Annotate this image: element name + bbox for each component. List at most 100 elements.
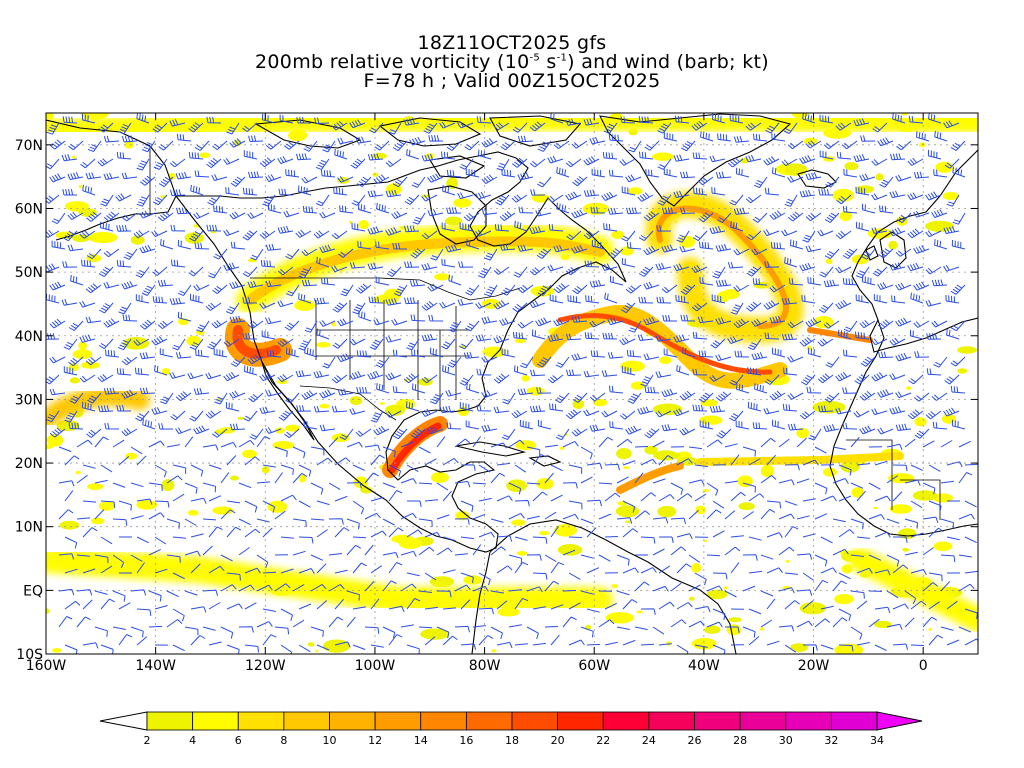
wind-barb	[463, 351, 480, 359]
wind-barb	[478, 497, 492, 502]
wind-barb	[250, 248, 264, 261]
wind-barb	[100, 464, 113, 473]
wind-barb	[493, 373, 510, 384]
wind-barb	[220, 472, 230, 484]
lat-label: 10S	[16, 647, 43, 663]
wind-barb	[67, 172, 84, 180]
wind-barb	[316, 563, 327, 574]
wind-barb	[46, 229, 60, 239]
wind-barb	[442, 569, 456, 574]
wind-barb	[753, 176, 768, 189]
lon-label: 140W	[135, 658, 176, 674]
wind-barb	[710, 338, 726, 349]
wind-barb	[82, 184, 96, 196]
wind-barb	[622, 567, 639, 574]
wind-barb	[385, 298, 402, 306]
wind-barb	[836, 194, 852, 205]
wind-barb	[352, 536, 367, 539]
wind-barb	[661, 244, 678, 253]
vorticity-speck	[753, 281, 771, 289]
wind-barb	[391, 318, 408, 326]
wind-barb	[760, 437, 776, 448]
wind-barb	[663, 168, 678, 178]
wind-barb	[421, 301, 438, 311]
wind-barb	[659, 536, 674, 543]
wind-barb	[352, 464, 366, 471]
wind-barb	[152, 266, 168, 276]
wind-barb	[640, 374, 654, 387]
wind-barb	[328, 553, 342, 556]
wind-barb	[310, 446, 325, 456]
wind-barb	[427, 208, 444, 217]
wind-barb	[169, 372, 186, 379]
wind-barb	[725, 626, 740, 633]
wind-barb	[571, 140, 588, 149]
wind-barb	[244, 456, 261, 466]
wind-barb	[913, 281, 930, 291]
wind-barb	[478, 464, 491, 473]
vorticity-speck	[275, 427, 285, 434]
wind-barb	[598, 554, 611, 562]
wind-barb	[715, 244, 732, 252]
wind-barb	[79, 374, 96, 383]
wind-barb	[602, 151, 618, 160]
wind-barb	[643, 211, 660, 222]
wind-barb	[392, 428, 408, 440]
wind-barb	[448, 274, 462, 286]
wind-barb	[640, 567, 657, 574]
wind-barb	[832, 580, 847, 592]
wind-barb	[892, 113, 906, 124]
wind-barb	[277, 225, 294, 234]
wind-barb	[682, 347, 696, 358]
wind-barb	[550, 113, 564, 124]
wind-barb	[373, 318, 390, 326]
wind-barb	[796, 478, 810, 484]
wind-barb	[529, 158, 546, 168]
wind-barb	[370, 496, 384, 502]
wind-barb	[958, 440, 971, 448]
wind-barb	[98, 405, 114, 413]
wind-barb	[814, 579, 829, 592]
colorbar-swatch	[830, 711, 878, 731]
wind-barb	[517, 135, 534, 143]
wind-barb	[493, 406, 510, 414]
wind-barb	[375, 356, 390, 368]
wind-barb	[76, 474, 88, 484]
wind-barb	[925, 410, 942, 420]
vorticity-speck	[431, 472, 449, 483]
vorticity-speck	[592, 398, 608, 407]
wind-barb	[730, 491, 746, 502]
wind-barb	[763, 229, 780, 237]
wind-barb	[79, 334, 96, 343]
vorticity-speck	[834, 594, 854, 605]
wind-barb	[766, 640, 780, 646]
map-frame	[45, 112, 979, 655]
wind-barb	[895, 423, 912, 431]
lat-label: 10N	[15, 520, 43, 536]
wind-barb	[514, 597, 529, 610]
vorticity-speck	[55, 231, 75, 239]
wind-barb	[116, 260, 132, 268]
wind-barb	[958, 472, 973, 484]
wind-barb	[136, 608, 152, 616]
wind-barb	[601, 370, 618, 377]
wind-barb	[879, 176, 894, 188]
wind-barb	[244, 365, 258, 376]
wind-barb	[698, 392, 714, 403]
wind-barb	[242, 122, 258, 132]
wind-barb	[421, 194, 438, 202]
wind-barb	[292, 446, 306, 459]
wind-barb	[421, 408, 438, 417]
wind-barb	[589, 392, 606, 402]
vorticity-speck	[531, 193, 551, 203]
wind-barb	[784, 194, 798, 207]
wind-barb	[946, 194, 960, 207]
wind-barb	[843, 168, 858, 178]
wind-barb	[475, 302, 492, 309]
wind-barb	[946, 461, 963, 468]
wind-barb	[49, 281, 66, 291]
wind-barb	[508, 589, 522, 592]
wind-barb	[404, 261, 420, 268]
vorticity-speck	[738, 502, 755, 511]
wind-barb	[280, 494, 297, 502]
